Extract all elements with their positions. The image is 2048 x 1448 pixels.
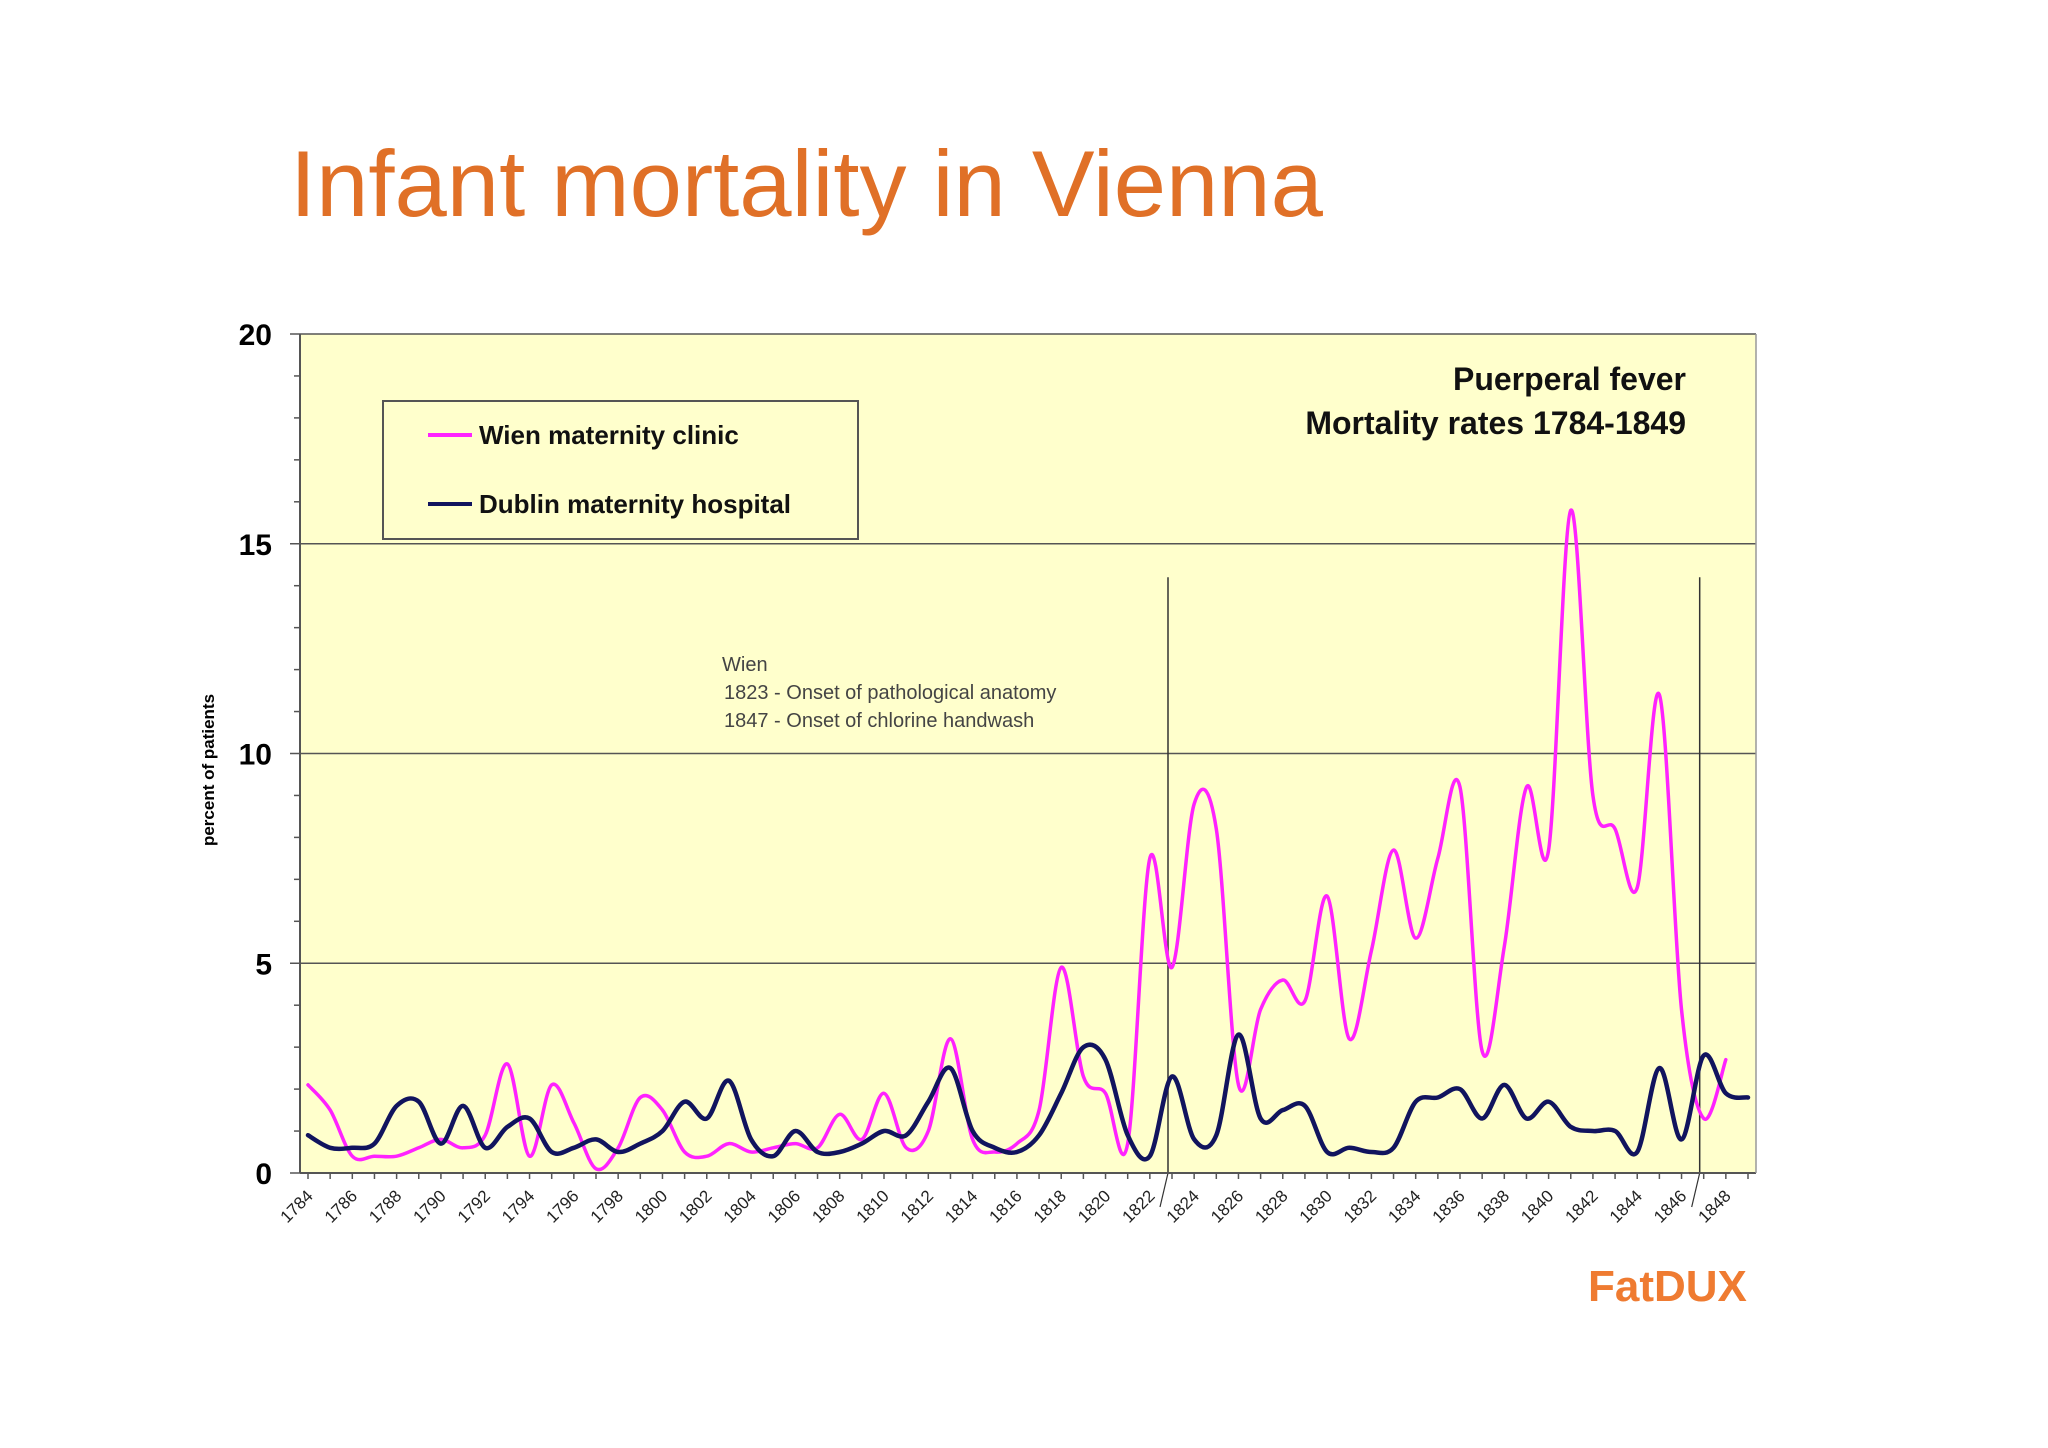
x-tick-label-1806: 1806 — [764, 1186, 804, 1226]
annotation-note: Wien 1823 - Onset of pathological anatom… — [722, 654, 1056, 732]
x-tick-label-1834: 1834 — [1384, 1186, 1424, 1226]
x-tick-label-1824: 1824 — [1163, 1186, 1203, 1226]
x-tick-label-1840: 1840 — [1517, 1186, 1557, 1226]
x-tick-label-1794: 1794 — [498, 1186, 538, 1226]
y-tick-label-15: 15 — [239, 529, 272, 562]
x-tick-label-1820: 1820 — [1074, 1186, 1114, 1226]
x-tick-label-1786: 1786 — [321, 1186, 361, 1226]
x-tick-label-1822: 1822 — [1118, 1186, 1158, 1226]
x-tick-label-1818: 1818 — [1030, 1186, 1070, 1226]
series-lines — [305, 508, 1751, 1172]
x-tick-label-1802: 1802 — [675, 1186, 715, 1226]
vline-leader-1823 — [1159, 1172, 1169, 1208]
gridlines — [300, 333, 1756, 964]
x-tick-label-1812: 1812 — [897, 1186, 937, 1226]
x-tick-label-1804: 1804 — [720, 1186, 760, 1226]
chart-title-line-1: Puerperal fever — [1453, 361, 1686, 397]
y-tick-labels: 0 5 10 15 20 — [239, 319, 272, 1191]
x-tick-label-1828: 1828 — [1251, 1186, 1291, 1226]
legend-label-dublin: Dublin maternity hospital — [479, 489, 791, 519]
legend-box — [382, 400, 859, 540]
series-line-dublin — [305, 1032, 1751, 1162]
x-tick-label-1844: 1844 — [1606, 1186, 1646, 1226]
x-tick-label-1808: 1808 — [808, 1186, 848, 1226]
y-tick-label-10: 10 — [239, 739, 272, 772]
slide-title: Infant mortality in Vienna — [290, 131, 1323, 236]
x-tick-label-1810: 1810 — [853, 1186, 893, 1226]
x-tick-label-1842: 1842 — [1562, 1186, 1602, 1226]
x-tick-label-1792: 1792 — [454, 1186, 494, 1226]
legend: Wien maternity clinic Dublin maternity h… — [382, 400, 859, 540]
x-tick-label-1832: 1832 — [1340, 1186, 1380, 1226]
x-tick-labels: 1784 1786 1788 1790 1792 1794 1796 1798 1800 1802… — [277, 1186, 1735, 1226]
chart-title-line-2: Mortality rates 1784-1849 — [1305, 405, 1686, 441]
annotation-line-1: Wien — [722, 654, 768, 676]
x-tick-label-1816: 1816 — [986, 1186, 1026, 1226]
x-tick-label-1848: 1848 — [1694, 1186, 1734, 1226]
series-line-wien — [306, 508, 1728, 1172]
x-tick-label-1838: 1838 — [1473, 1186, 1513, 1226]
y-tick-label-5: 5 — [255, 948, 272, 981]
x-tick-label-1784: 1784 — [277, 1186, 317, 1226]
x-tick-label-1826: 1826 — [1207, 1186, 1247, 1226]
x-tick-label-1814: 1814 — [941, 1186, 981, 1226]
x-tick-label-1790: 1790 — [410, 1186, 450, 1226]
x-tick-label-1846: 1846 — [1650, 1186, 1690, 1226]
annotation-line-3: 1847 - Onset of chlorine handwash — [724, 710, 1034, 732]
vline-leader-1847 — [1691, 1172, 1701, 1208]
y-axis-label: percent of patients — [199, 694, 218, 846]
y-tick-label-0: 0 — [255, 1158, 272, 1191]
x-tick-label-1788: 1788 — [365, 1186, 405, 1226]
legend-label-wien: Wien maternity clinic — [479, 420, 739, 450]
y-tick-label-20: 20 — [239, 319, 272, 352]
x-tick-label-1798: 1798 — [587, 1186, 627, 1226]
x-tick-label-1830: 1830 — [1296, 1186, 1336, 1226]
x-tick-label-1796: 1796 — [542, 1186, 582, 1226]
x-tick-label-1800: 1800 — [631, 1186, 671, 1226]
brand-logo: FatDUX — [1588, 1262, 1747, 1311]
annotation-line-2: 1823 - Onset of pathological anatomy — [724, 682, 1056, 704]
x-tick-label-1836: 1836 — [1429, 1186, 1469, 1226]
axes — [290, 333, 1757, 1179]
